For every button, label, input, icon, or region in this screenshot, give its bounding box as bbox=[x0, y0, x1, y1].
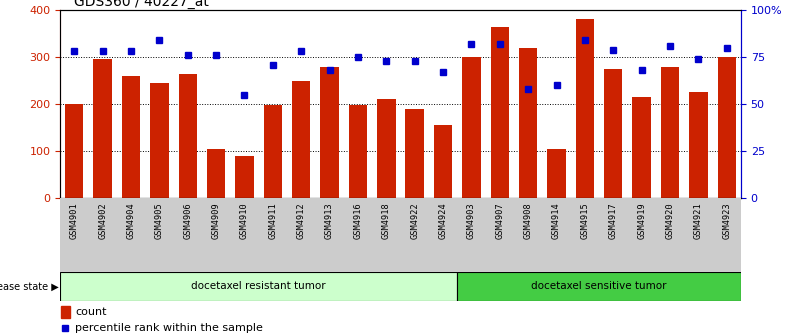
Text: disease state ▶: disease state ▶ bbox=[0, 282, 59, 291]
Bar bbox=[576, 19, 594, 198]
Text: GSM4901: GSM4901 bbox=[70, 202, 78, 239]
Text: GSM4902: GSM4902 bbox=[99, 202, 107, 239]
Bar bbox=[633, 97, 651, 198]
Text: GSM4915: GSM4915 bbox=[581, 202, 590, 239]
Bar bbox=[348, 105, 367, 198]
Text: GSM4908: GSM4908 bbox=[524, 202, 533, 239]
Text: GSM4913: GSM4913 bbox=[325, 202, 334, 239]
Bar bbox=[60, 272, 457, 301]
Text: GSM4911: GSM4911 bbox=[268, 202, 277, 239]
Bar bbox=[264, 105, 282, 198]
Bar bbox=[65, 104, 83, 198]
Bar bbox=[207, 149, 225, 198]
Bar bbox=[604, 69, 622, 198]
Text: GSM4905: GSM4905 bbox=[155, 202, 164, 239]
Bar bbox=[94, 59, 112, 198]
Bar bbox=[292, 81, 311, 198]
Text: GSM4914: GSM4914 bbox=[552, 202, 561, 239]
Bar bbox=[122, 76, 140, 198]
Text: GSM4916: GSM4916 bbox=[353, 202, 362, 239]
Text: percentile rank within the sample: percentile rank within the sample bbox=[75, 323, 263, 333]
Text: count: count bbox=[75, 307, 107, 317]
Text: GSM4920: GSM4920 bbox=[666, 202, 674, 239]
Text: GSM4919: GSM4919 bbox=[637, 202, 646, 239]
Text: GSM4903: GSM4903 bbox=[467, 202, 476, 239]
Bar bbox=[179, 74, 197, 198]
Text: GSM4921: GSM4921 bbox=[694, 202, 702, 239]
Text: docetaxel resistant tumor: docetaxel resistant tumor bbox=[191, 282, 326, 291]
Bar bbox=[150, 83, 168, 198]
Bar bbox=[320, 67, 339, 198]
Text: GSM4904: GSM4904 bbox=[127, 202, 135, 239]
Text: GDS360 / 40227_at: GDS360 / 40227_at bbox=[74, 0, 208, 9]
Text: GSM4906: GSM4906 bbox=[183, 202, 192, 239]
Bar bbox=[547, 149, 566, 198]
Bar bbox=[519, 48, 537, 198]
Bar bbox=[235, 156, 254, 198]
Bar bbox=[462, 57, 481, 198]
Bar bbox=[434, 125, 453, 198]
Text: GSM4909: GSM4909 bbox=[211, 202, 220, 239]
Text: GSM4918: GSM4918 bbox=[382, 202, 391, 239]
Text: docetaxel sensitive tumor: docetaxel sensitive tumor bbox=[531, 282, 666, 291]
Text: GSM4917: GSM4917 bbox=[609, 202, 618, 239]
Bar bbox=[405, 109, 424, 198]
Bar bbox=[457, 272, 741, 301]
Bar bbox=[377, 99, 396, 198]
Text: GSM4912: GSM4912 bbox=[296, 202, 306, 239]
Bar bbox=[689, 92, 707, 198]
Text: GSM4907: GSM4907 bbox=[495, 202, 505, 239]
Bar bbox=[661, 67, 679, 198]
Bar bbox=[718, 57, 736, 198]
Text: GSM4923: GSM4923 bbox=[723, 202, 731, 239]
Text: GSM4922: GSM4922 bbox=[410, 202, 419, 239]
Text: GSM4924: GSM4924 bbox=[439, 202, 448, 239]
Bar bbox=[62, 306, 70, 318]
Text: GSM4910: GSM4910 bbox=[240, 202, 249, 239]
Bar bbox=[490, 27, 509, 198]
